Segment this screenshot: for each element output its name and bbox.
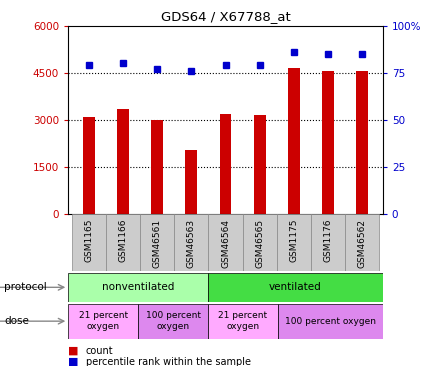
Bar — [220, 113, 231, 214]
Text: GSM1166: GSM1166 — [118, 219, 128, 262]
Bar — [278, 304, 383, 339]
Bar — [185, 150, 197, 214]
Text: count: count — [86, 346, 114, 356]
Text: 100 percent
oxygen: 100 percent oxygen — [146, 311, 201, 331]
Text: GSM1176: GSM1176 — [323, 219, 333, 262]
Text: GSM46564: GSM46564 — [221, 219, 230, 268]
Text: ventilated: ventilated — [269, 282, 322, 292]
Title: GDS64 / X67788_at: GDS64 / X67788_at — [161, 10, 290, 23]
Bar — [277, 214, 311, 271]
Text: GSM46565: GSM46565 — [255, 219, 264, 268]
Bar — [68, 273, 208, 302]
Bar — [106, 214, 140, 271]
Text: GSM46561: GSM46561 — [153, 219, 161, 268]
Bar — [83, 117, 95, 214]
Bar — [174, 214, 209, 271]
Bar — [117, 109, 129, 214]
Bar — [208, 273, 383, 302]
Text: 21 percent
oxygen: 21 percent oxygen — [218, 311, 268, 331]
Text: 100 percent oxygen: 100 percent oxygen — [285, 317, 376, 326]
Bar — [138, 304, 208, 339]
Bar — [140, 214, 174, 271]
Bar — [345, 214, 379, 271]
Text: GSM1165: GSM1165 — [84, 219, 93, 262]
Text: GSM1175: GSM1175 — [290, 219, 298, 262]
Text: GSM46563: GSM46563 — [187, 219, 196, 268]
Bar — [322, 71, 334, 214]
Text: dose: dose — [4, 316, 29, 326]
Text: percentile rank within the sample: percentile rank within the sample — [86, 356, 251, 366]
Text: ■: ■ — [68, 356, 79, 366]
Bar — [288, 68, 300, 214]
Text: GSM46562: GSM46562 — [358, 219, 367, 268]
Bar — [356, 71, 368, 214]
Bar — [242, 214, 277, 271]
Text: protocol: protocol — [4, 282, 47, 292]
Bar — [151, 120, 163, 214]
Text: 21 percent
oxygen: 21 percent oxygen — [79, 311, 128, 331]
Bar — [311, 214, 345, 271]
Text: ■: ■ — [68, 346, 79, 356]
Bar — [72, 214, 106, 271]
Bar — [68, 304, 138, 339]
Text: nonventilated: nonventilated — [102, 282, 174, 292]
Bar — [254, 115, 266, 214]
Bar — [209, 214, 242, 271]
Bar — [208, 304, 278, 339]
